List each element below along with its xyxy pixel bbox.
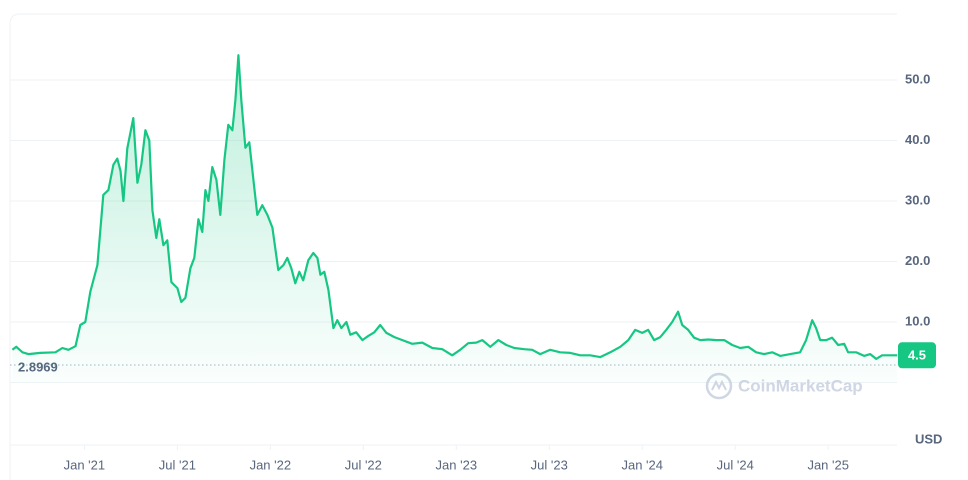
y-tick-label: 20.0: [905, 253, 930, 268]
x-tick-label: Jan '21: [64, 457, 106, 472]
current-price-badge: [898, 342, 936, 369]
y-tick-label: 30.0: [905, 192, 930, 207]
y-tick-label: 10.0: [905, 313, 930, 328]
x-tick-label: Jul '21: [159, 457, 196, 472]
price-line: [11, 54, 898, 360]
y-tick-label: 50.0: [905, 71, 930, 86]
x-tick-label: Jul '22: [345, 457, 382, 472]
watermark-logo-mark: [711, 379, 727, 391]
x-tick-label: Jan '22: [250, 457, 292, 472]
card-border: [9, 13, 897, 480]
price-area: [12, 55, 898, 383]
x-tick-label: Jul '23: [531, 457, 568, 472]
current-price-label: 4.5: [908, 348, 926, 363]
x-tick-label: Jul '24: [717, 457, 754, 472]
x-tick-label: Jan '23: [436, 457, 478, 472]
y-tick-label: 40.0: [905, 132, 930, 147]
x-tick-label: Jan '25: [807, 457, 849, 472]
x-tick-label: Jan '24: [621, 457, 663, 472]
currency-label: USD: [915, 431, 942, 446]
